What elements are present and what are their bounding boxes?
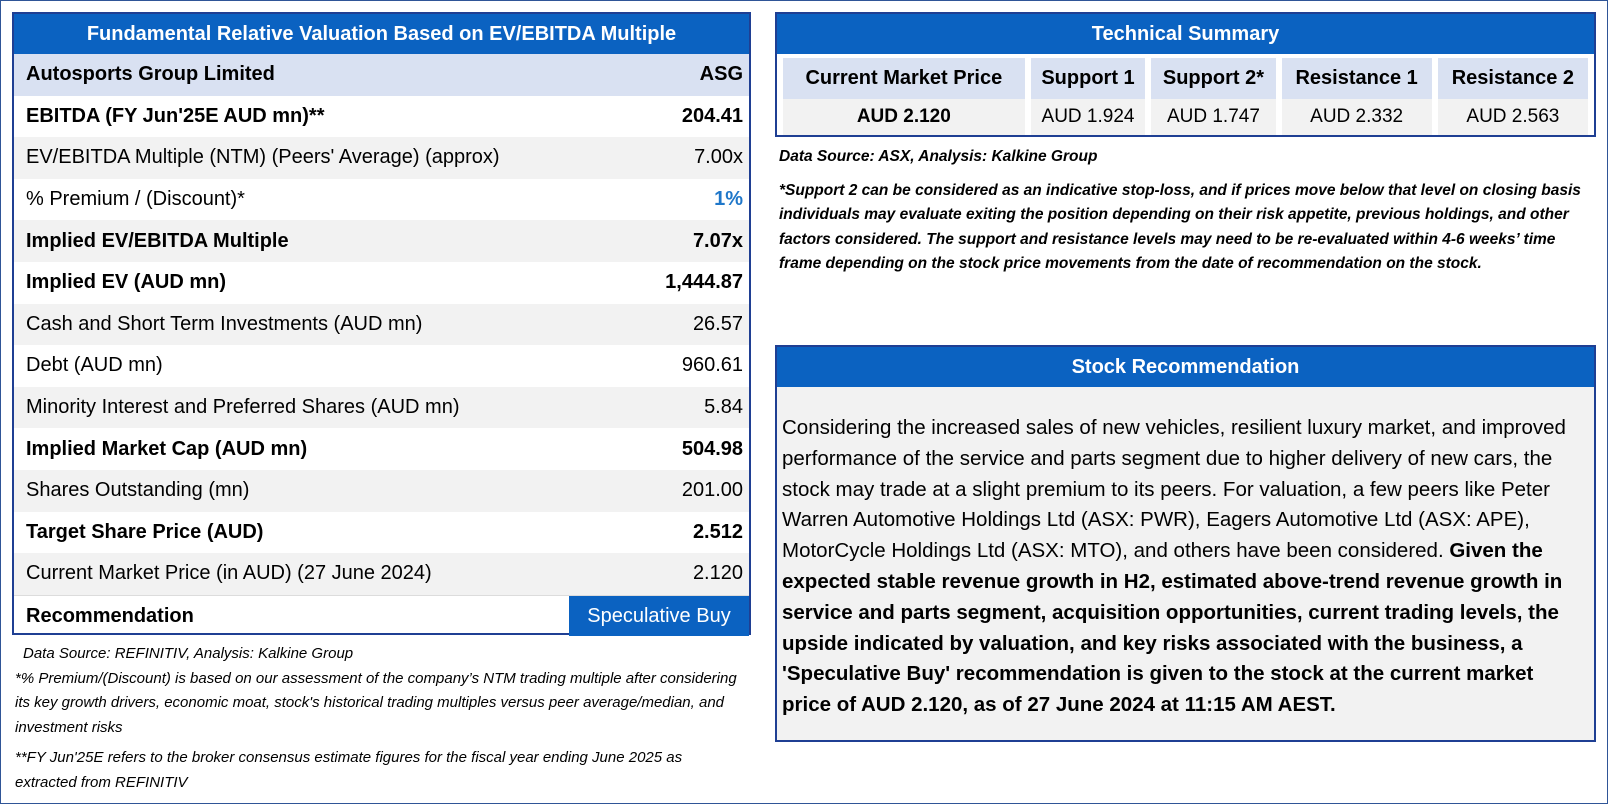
recommendation-text-plain: Considering the increased sales of new v… (782, 416, 1566, 563)
tech-header: Resistance 1 (1281, 58, 1432, 99)
tech-header: Resistance 2 (1437, 58, 1588, 99)
recommendation-label: Recommendation (26, 604, 194, 627)
valuation-table: Fundamental Relative Valuation Based on … (12, 12, 751, 637)
tech-header: Support 1 (1030, 58, 1146, 99)
technical-disclaimer: *Support 2 can be considered as an indic… (779, 181, 1581, 273)
row-value: 504.98 (681, 437, 743, 460)
row-label: EV/EBITDA Multiple (NTM) (Peers' Average… (26, 146, 500, 169)
row-label: % Premium / (Discount)* (26, 188, 245, 211)
recommendation-text-bold: Given the expected stable revenue growth… (782, 539, 1563, 717)
premium-footnote: *% Premium/(Discount) is based on our as… (15, 669, 737, 736)
table-row: Minority Interest and Preferred Shares (… (14, 386, 749, 429)
premium-value: 1% (714, 188, 743, 211)
technical-summary: Technical Summary Current Market Price S… (775, 12, 1596, 137)
recommendation-badge: Speculative Buy (569, 595, 749, 637)
tech-value: AUD 2.332 (1281, 99, 1432, 135)
table-row: Shares Outstanding (mn) 201.00 (14, 469, 749, 512)
row-value: 2.120 (692, 562, 743, 585)
recommendation-title: Stock Recommendation (777, 347, 1594, 387)
table-row: Cash and Short Term Investments (AUD mn)… (14, 303, 749, 346)
table-row: Implied EV (AUD mn) 1,444.87 (14, 262, 749, 304)
row-label: EBITDA (FY Jun'25E AUD mn)** (26, 104, 325, 127)
tech-value: AUD 2.120 (783, 99, 1025, 135)
tech-value: AUD 1.747 (1151, 99, 1276, 135)
row-value: 201.00 (681, 479, 743, 502)
row-value: 7.07x (692, 229, 743, 252)
row-value: 1,444.87 (665, 271, 743, 294)
tech-value: AUD 1.924 (1030, 99, 1146, 135)
row-label: Implied Market Cap (AUD mn) (26, 437, 308, 460)
table-row: EV/EBITDA Multiple (NTM) (Peers' Average… (14, 137, 749, 179)
row-label: Current Market Price (in AUD) (27 June 2… (26, 562, 432, 585)
table-row: Debt (AUD mn) 960.61 (14, 345, 749, 387)
row-label: Shares Outstanding (mn) (26, 479, 250, 502)
row-label: Target Share Price (AUD) (26, 520, 264, 543)
row-value: 2.512 (692, 520, 743, 543)
valuation-source: Data Source: REFINITIV, Analysis: Kalkin… (23, 645, 354, 662)
tech-header: Support 2* (1151, 58, 1276, 99)
row-value: 26.57 (692, 312, 743, 335)
stock-recommendation: Stock Recommendation Considering the inc… (775, 345, 1596, 742)
row-label: Implied EV (AUD mn) (26, 271, 227, 294)
recommendation-row: Recommendation Speculative Buy (14, 594, 749, 637)
table-row: Implied EV/EBITDA Multiple 7.07x (14, 220, 749, 262)
recommendation-text: Considering the increased sales of new v… (777, 387, 1594, 721)
row-label: Cash and Short Term Investments (AUD mn) (26, 312, 423, 335)
row-label: Implied EV/EBITDA Multiple (26, 229, 289, 252)
technical-notes: Data Source: ASX, Analysis: Kalkine Grou… (779, 145, 1601, 277)
fy-footnote: **FY Jun'25E refers to the broker consen… (15, 749, 683, 791)
row-label: Minority Interest and Preferred Shares (… (26, 396, 460, 419)
table-row: Implied Market Cap (AUD mn) 504.98 (14, 428, 749, 470)
table-row: Current Market Price (in AUD) (27 June 2… (14, 553, 749, 595)
company-row: Autosports Group Limited ASG (14, 54, 749, 96)
row-value: 204.41 (681, 104, 743, 127)
row-value: 7.00x (694, 146, 743, 169)
company-name: Autosports Group Limited (26, 63, 275, 86)
valuation-title: Fundamental Relative Valuation Based on … (14, 14, 749, 54)
tech-header: Current Market Price (783, 58, 1025, 99)
row-value: 960.61 (681, 354, 743, 377)
row-value: 5.84 (704, 396, 743, 419)
company-ticker: ASG (699, 63, 743, 86)
tech-value: AUD 2.563 (1437, 99, 1588, 135)
technical-table: Current Market Price Support 1 Support 2… (777, 58, 1594, 135)
table-row: % Premium / (Discount)* 1% (14, 179, 749, 221)
table-row: Target Share Price (AUD) 2.512 (14, 512, 749, 554)
table-row: EBITDA (FY Jun'25E AUD mn)** 204.41 (14, 96, 749, 138)
technical-title: Technical Summary (777, 14, 1594, 54)
technical-source: Data Source: ASX, Analysis: Kalkine Grou… (779, 148, 1098, 165)
valuation-footnotes: Data Source: REFINITIV, Analysis: Kalkin… (15, 642, 745, 795)
row-label: Debt (AUD mn) (26, 354, 163, 377)
